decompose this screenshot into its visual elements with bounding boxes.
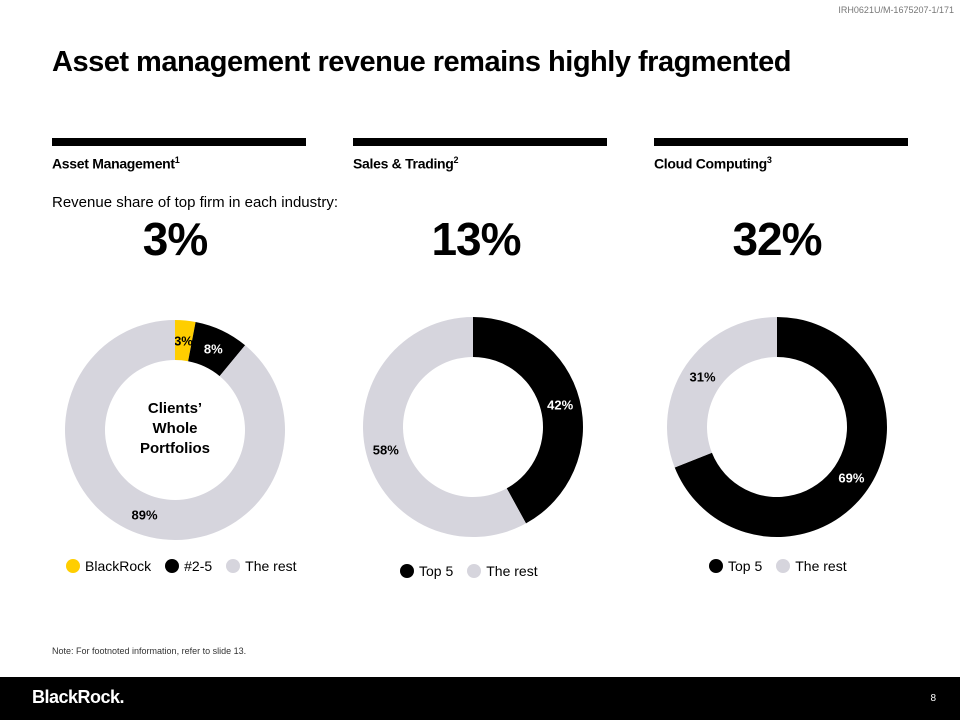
legend-swatch [709, 559, 723, 573]
legend-item: The rest [467, 563, 538, 579]
legend-label: The rest [795, 558, 847, 574]
footer: BlackRock. 8 [0, 677, 960, 720]
donut-segment-the-rest [667, 316, 778, 468]
document-id: IRH0621U/M-1675207-1/171 [838, 5, 954, 15]
legend-swatch [467, 564, 482, 578]
legend-label: Top 5 [419, 563, 454, 579]
legend-label: Top 5 [728, 558, 763, 574]
column-heading-asset-management: Asset Management1 [52, 155, 180, 172]
donut-segment-top-5 [674, 317, 888, 537]
heading-text: Cloud Computing [654, 155, 767, 172]
heading-text: Asset Management [52, 155, 175, 172]
heading-text: Sales & Trading [353, 155, 454, 172]
blackrock-logo: BlackRock. [32, 687, 125, 707]
slide-title: Asset management revenue remains highly … [52, 46, 791, 78]
column-heading-cloud-computing: Cloud Computing3 [654, 155, 772, 172]
donut-segment-top-5 [473, 317, 583, 524]
footnote-marker: 3 [766, 155, 772, 165]
footnote-marker: 2 [453, 155, 459, 165]
page-number: 8 [930, 693, 936, 704]
column-divider-bar [353, 138, 607, 146]
legend-item: The rest [776, 558, 847, 574]
column-divider-bar [52, 138, 306, 146]
top-firm-share: 32% [732, 213, 822, 265]
donut-segment-the-rest [362, 317, 526, 537]
data-label: 69% [838, 471, 864, 486]
legend-item: #2-5 [165, 558, 212, 574]
footnote: Note: For footnoted information, refer t… [52, 646, 247, 656]
legend-swatch [776, 559, 791, 573]
center-label: Whole [153, 420, 198, 437]
legend-swatch [400, 564, 414, 578]
legend-item: Top 5 [400, 563, 453, 579]
center-label: Portfolios [140, 440, 210, 457]
data-label: 8% [204, 342, 223, 357]
data-label: 89% [131, 508, 157, 523]
data-label: 31% [690, 369, 716, 384]
legend-swatch [165, 559, 180, 573]
legend-label: #2-5 [184, 558, 213, 574]
donut-segment--2-5 [188, 321, 246, 377]
data-label: 42% [547, 398, 573, 413]
top-firm-share: 13% [431, 213, 521, 265]
legend-label: The rest [486, 563, 538, 579]
footnote-marker: 1 [174, 155, 180, 165]
donut-segment-blackrock [175, 320, 196, 362]
legend-label: The rest [245, 558, 297, 574]
column-heading-sales-trading: Sales & Trading2 [353, 155, 459, 172]
legend-swatch [66, 559, 80, 573]
legend-label: BlackRock [85, 558, 152, 574]
center-label: Clients’ [148, 400, 202, 417]
legend: Top 5 The rest [709, 558, 855, 574]
legend: BlackRock #2-5 The rest [66, 558, 305, 574]
donut-segment-the-rest [64, 320, 285, 540]
legend-swatch [226, 559, 241, 573]
legend-item: BlackRock [66, 558, 151, 574]
data-label: 58% [373, 442, 399, 457]
data-label: 3% [174, 333, 193, 348]
legend-item: The rest [226, 558, 297, 574]
legend: Top 5 The rest [400, 563, 546, 579]
top-firm-share: 3% [142, 213, 208, 265]
subtitle: Revenue share of top firm in each indust… [52, 194, 338, 211]
legend-item: Top 5 [709, 558, 762, 574]
column-divider-bar [654, 138, 908, 146]
